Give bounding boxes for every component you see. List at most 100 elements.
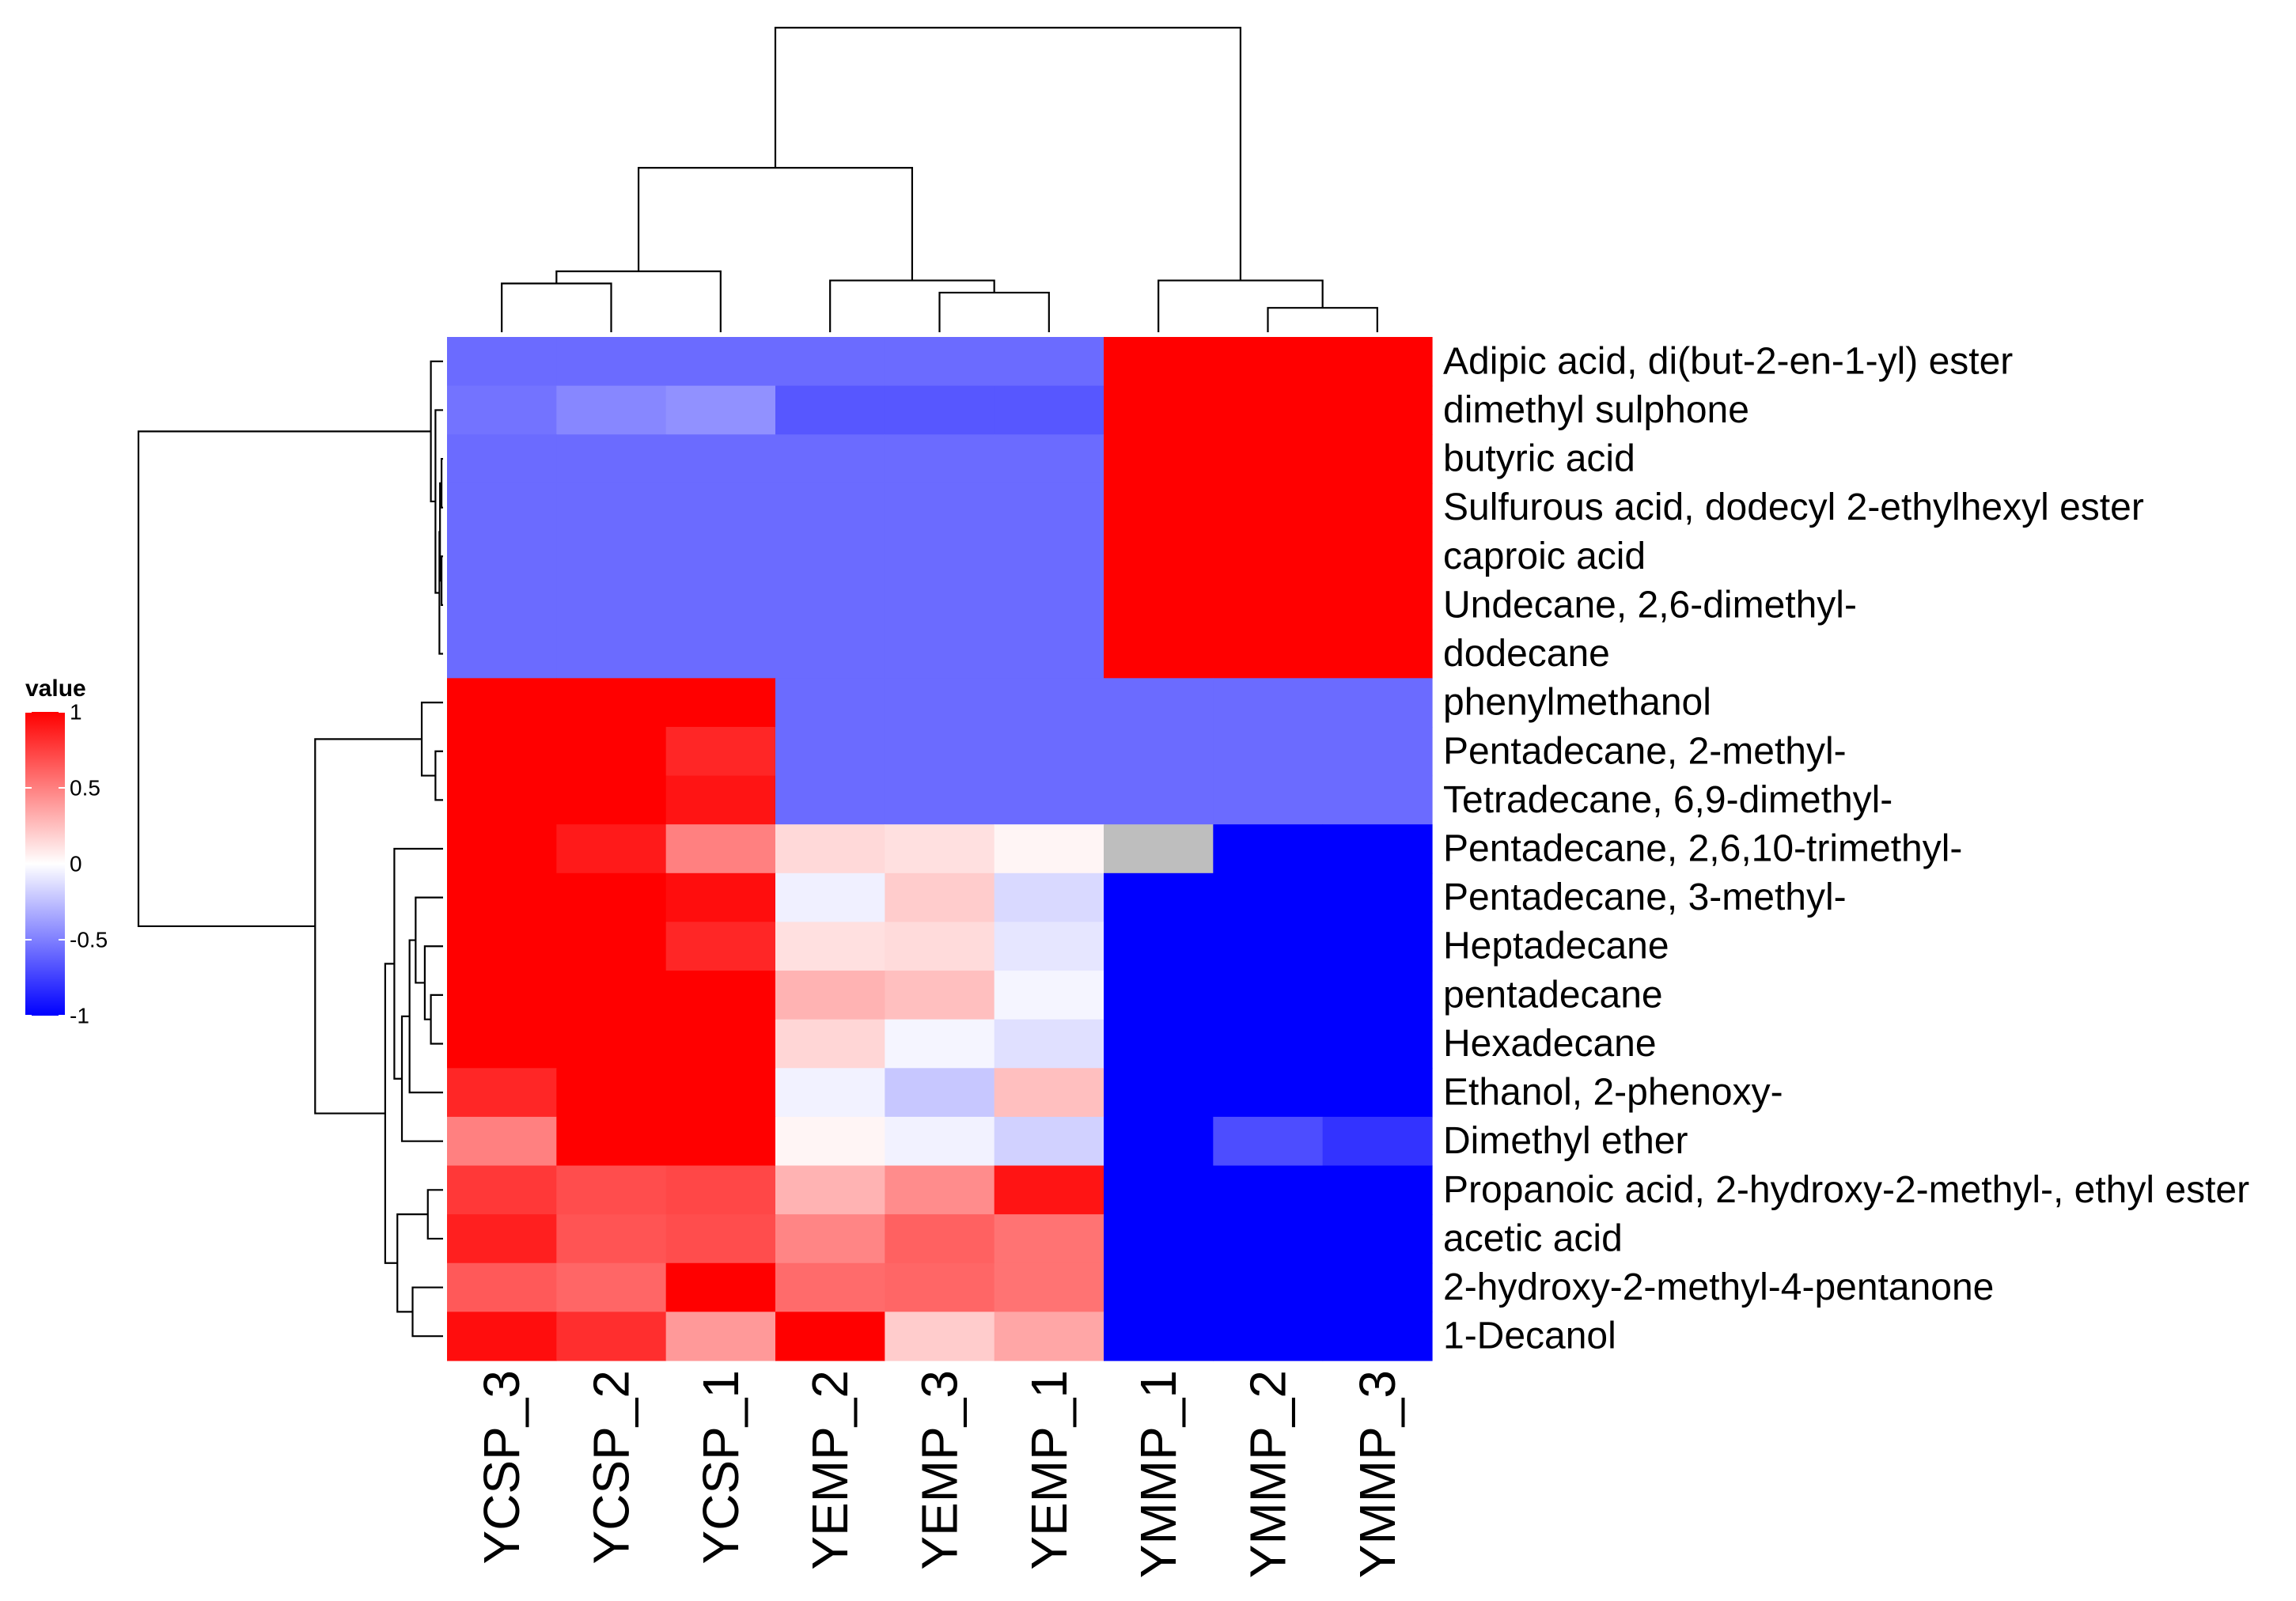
legend-tick-label-0-5: -0.5 bbox=[70, 928, 108, 952]
heatmap-cell-ymmp-1-pentadecane-3-methyl bbox=[1104, 872, 1214, 923]
heatmap-cell-ymmp-1-propanoic-acid-2-hydroxy-2-methyl-ethyl-ester bbox=[1104, 1165, 1214, 1215]
heatmap-cell-ymmp-2-hexadecane bbox=[1213, 1019, 1324, 1069]
heatmap-cell-ycsp-2-undecane-2-6-dimethyl bbox=[556, 581, 667, 630]
heatmap-cell-ymmp-2-dimethyl-sulphone bbox=[1213, 385, 1324, 435]
heatmap-cell-ymmp-2-dodecane bbox=[1213, 629, 1324, 679]
heatmap-cell-ycsp-2-hexadecane bbox=[556, 1019, 667, 1069]
column-dendrogram-branch-5 bbox=[637, 167, 914, 281]
heatmap-cell-ycsp-1-tetradecane-6-9-dimethyl bbox=[665, 775, 776, 825]
heatmap-cell-yemp-1-pentadecane-2-methyl bbox=[994, 726, 1104, 777]
column-label-ymmp-3: YMMP_3 bbox=[1349, 1370, 1406, 1578]
heatmap-cell-ymmp-2-2-hydroxy-2-methyl-4-pentanone bbox=[1213, 1262, 1324, 1312]
heatmap-cell-ymmp-2-undecane-2-6-dimethyl bbox=[1213, 581, 1324, 630]
heatmap-cell-ymmp-3-2-hydroxy-2-methyl-4-pentanone bbox=[1322, 1262, 1433, 1312]
heatmap-cell-yemp-2-ethanol-2-phenoxy bbox=[775, 1068, 885, 1118]
heatmap-cell-ycsp-1-dimethyl-ether bbox=[665, 1116, 776, 1167]
heatmap-cell-ycsp-1-pentadecane bbox=[665, 971, 776, 1020]
heatmap-cell-yemp-2-dodecane bbox=[775, 629, 885, 679]
heatmap-cell-ycsp-2-dimethyl-ether bbox=[556, 1116, 667, 1167]
row-dendrogram-branch-8 bbox=[420, 702, 443, 777]
heatmap-cell-yemp-1-pentadecane-2-6-10-trimethyl bbox=[994, 824, 1104, 874]
column-dendrogram-branch-4 bbox=[829, 279, 995, 332]
heatmap-cell-ycsp-3-sulfurous-acid-dodecyl-2-ethylhexyl-ester bbox=[447, 483, 557, 533]
row-label-pentadecane: pentadecane bbox=[1443, 974, 1663, 1016]
heatmap-cell-ycsp-3-tetradecane-6-9-dimethyl bbox=[447, 775, 557, 825]
heatmap-cell-yemp-3-undecane-2-6-dimethyl bbox=[885, 581, 995, 630]
heatmap-cell-ycsp-1-pentadecane-2-methyl bbox=[665, 726, 776, 777]
row-dendrogram-branch-15 bbox=[426, 1189, 443, 1240]
heatmap-cell-ymmp-3-pentadecane bbox=[1322, 971, 1433, 1020]
row-dendrogram-branch-9 bbox=[430, 994, 443, 1045]
heatmap-cell-yemp-3-ethanol-2-phenoxy bbox=[885, 1068, 995, 1118]
column-dendrogram-branch-7 bbox=[1157, 279, 1324, 332]
heatmap-cell-yemp-1-acetic-acid bbox=[994, 1214, 1104, 1264]
heatmap-cell-yemp-3-pentadecane-2-6-10-trimethyl bbox=[885, 824, 995, 874]
heatmap-cell-ymmp-2-butyric-acid bbox=[1213, 434, 1324, 484]
heatmap-cell-ycsp-2-propanoic-acid-2-hydroxy-2-methyl-ethyl-ester bbox=[556, 1165, 667, 1215]
heatmap-cell-ymmp-3-pentadecane-2-methyl bbox=[1322, 726, 1433, 777]
row-label-hexadecane: Hexadecane bbox=[1443, 1023, 1657, 1065]
heatmap-cell-ycsp-2-heptadecane bbox=[556, 922, 667, 971]
heatmap-cell-yemp-3-dimethyl-ether bbox=[885, 1116, 995, 1167]
color-legend: value 1 0.5 0 -0.5 -1 bbox=[25, 676, 108, 1028]
column-label-yemp-1: YEMP_1 bbox=[1021, 1370, 1078, 1570]
heatmap-cell-ycsp-1-acetic-acid bbox=[665, 1214, 776, 1264]
heatmap-cell-ycsp-1-dodecane bbox=[665, 629, 776, 679]
row-dendrogram-branch-2 bbox=[440, 457, 443, 509]
row-dendrogram-branch-13 bbox=[400, 1015, 443, 1142]
heatmap-cell-ycsp-1-hexadecane bbox=[665, 1019, 776, 1069]
column-dendrogram-branch-8 bbox=[774, 26, 1242, 281]
heatmap-cell-ycsp-1-adipic-acid-di-but-2-en-1-yl-ester bbox=[665, 337, 776, 387]
heatmap-cell-ycsp-3-caproic-acid bbox=[447, 532, 557, 581]
heatmap-cell-yemp-2-phenylmethanol bbox=[775, 678, 885, 728]
heatmap-cell-ymmp-3-sulfurous-acid-dodecyl-2-ethylhexyl-ester bbox=[1322, 483, 1433, 533]
heatmap-cell-yemp-3-pentadecane-3-methyl bbox=[885, 872, 995, 923]
row-dendrogram bbox=[137, 360, 443, 1338]
heatmap-cell-yemp-3-tetradecane-6-9-dimethyl bbox=[885, 775, 995, 825]
heatmap-cell-ycsp-2-dimethyl-sulphone bbox=[556, 385, 667, 435]
legend-tick-label-1: 1 bbox=[70, 700, 82, 725]
column-dendrogram-branch-2 bbox=[555, 270, 722, 332]
heatmap-cell-ymmp-2-propanoic-acid-2-hydroxy-2-methyl-ethyl-ester bbox=[1213, 1165, 1324, 1215]
heatmap-cell-yemp-1-butyric-acid bbox=[994, 434, 1104, 484]
heatmap-cell-ymmp-2-phenylmethanol bbox=[1213, 678, 1324, 728]
heatmap-cell-ymmp-3-acetic-acid bbox=[1322, 1214, 1433, 1264]
heatmap-cell-ymmp-1-pentadecane-2-6-10-trimethyl bbox=[1104, 824, 1214, 874]
row-label-pentadecane-3-methyl: Pentadecane, 3-methyl- bbox=[1443, 876, 1847, 918]
heatmap-cell-ymmp-1-acetic-acid bbox=[1104, 1214, 1214, 1264]
heatmap-cell-ycsp-2-pentadecane-3-methyl bbox=[556, 872, 667, 923]
column-label-ymmp-1: YMMP_1 bbox=[1130, 1370, 1187, 1578]
heatmap-cell-ymmp-3-adipic-acid-di-but-2-en-1-yl-ester bbox=[1322, 337, 1433, 387]
heatmap-cell-ymmp-1-phenylmethanol bbox=[1104, 678, 1214, 728]
heatmap-cell-ycsp-3-butyric-acid bbox=[447, 434, 557, 484]
heatmap-cell-ycsp-3-pentadecane-2-methyl bbox=[447, 726, 557, 777]
heatmap-cell-ymmp-3-1-decanol bbox=[1322, 1311, 1433, 1361]
legend-title: value bbox=[25, 676, 86, 702]
heatmap-cell-ycsp-2-ethanol-2-phenoxy bbox=[556, 1068, 667, 1118]
heatmap-cell-ymmp-2-pentadecane bbox=[1213, 971, 1324, 1020]
heatmap-cell-yemp-2-caproic-acid bbox=[775, 532, 885, 581]
heatmap-cell-ymmp-3-pentadecane-2-6-10-trimethyl bbox=[1322, 824, 1433, 874]
heatmap-cell-ymmp-2-pentadecane-2-6-10-trimethyl bbox=[1213, 824, 1324, 874]
heatmap-cell-ymmp-3-dimethyl-ether bbox=[1322, 1116, 1433, 1167]
heatmap-cell-yemp-2-2-hydroxy-2-methyl-4-pentanone bbox=[775, 1262, 885, 1312]
heatmap-cell-ycsp-3-pentadecane bbox=[447, 971, 557, 1020]
heatmap-cell-yemp-1-heptadecane bbox=[994, 922, 1104, 971]
row-dendrogram-branch-12 bbox=[408, 939, 443, 1094]
heatmap-cell-ymmp-1-tetradecane-6-9-dimethyl bbox=[1104, 775, 1214, 825]
row-label-ethanol-2-phenoxy: Ethanol, 2-phenoxy- bbox=[1443, 1072, 1783, 1114]
column-label-ycsp-1: YCSP_1 bbox=[692, 1370, 749, 1564]
heatmap-cell-ymmp-1-1-decanol bbox=[1104, 1311, 1214, 1361]
column-dendrogram-branch-3 bbox=[938, 291, 1050, 332]
heatmap-cell-yemp-2-pentadecane-3-methyl bbox=[775, 872, 885, 923]
heatmap-cell-yemp-1-phenylmethanol bbox=[994, 678, 1104, 728]
column-dendrogram-branch-1 bbox=[501, 282, 612, 332]
heatmap-cell-ycsp-2-sulfurous-acid-dodecyl-2-ethylhexyl-ester bbox=[556, 483, 667, 533]
heatmap-cell-ycsp-1-sulfurous-acid-dodecyl-2-ethylhexyl-ester bbox=[665, 483, 776, 533]
heatmap-cell-ymmp-3-heptadecane bbox=[1322, 922, 1433, 971]
heatmap-cell-yemp-1-2-hydroxy-2-methyl-4-pentanone bbox=[994, 1262, 1104, 1312]
heatmap-cell-ymmp-3-caproic-acid bbox=[1322, 532, 1433, 581]
heatmap-cell-ymmp-3-tetradecane-6-9-dimethyl bbox=[1322, 775, 1433, 825]
